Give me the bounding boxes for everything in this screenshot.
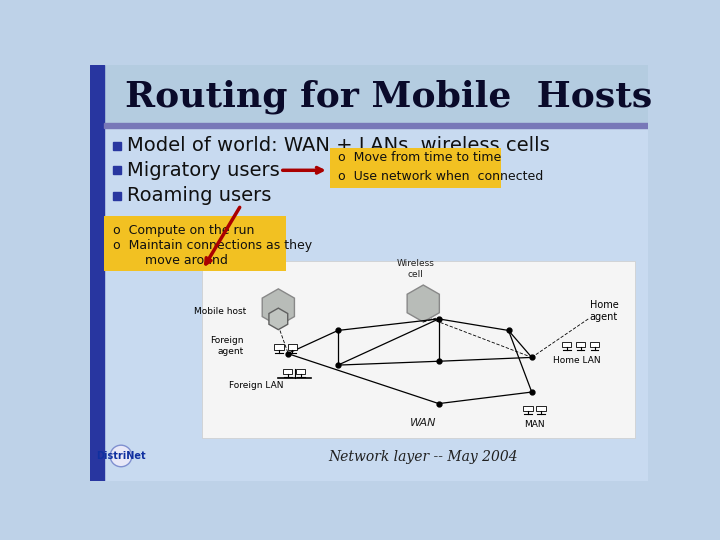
Bar [274, 345, 284, 350]
Bar [113, 166, 121, 174]
Bar [287, 345, 297, 350]
Polygon shape [269, 308, 288, 330]
Bar [562, 342, 571, 347]
Bar [90, 65, 648, 125]
Bar [576, 342, 585, 347]
Text: Wireless
cell: Wireless cell [397, 259, 434, 279]
Text: WAN: WAN [410, 418, 436, 428]
Text: Routing for Mobile  Hosts: Routing for Mobile Hosts [125, 80, 652, 114]
Bar [523, 406, 533, 411]
Bar [90, 65, 104, 481]
Polygon shape [407, 285, 439, 322]
Bar [296, 369, 305, 374]
Bar [104, 123, 648, 128]
Circle shape [110, 445, 132, 467]
Bar [104, 215, 286, 271]
Text: Mobile host: Mobile host [194, 307, 246, 316]
Text: o  Compute on the run: o Compute on the run [113, 224, 255, 237]
Text: Network layer -- May 2004: Network layer -- May 2004 [328, 450, 518, 464]
Text: DistriNet: DistriNet [96, 451, 146, 461]
Text: Roaming users: Roaming users [127, 186, 271, 205]
Bar [202, 261, 635, 438]
Bar [113, 192, 121, 200]
Bar [104, 125, 648, 481]
Text: Migratory users: Migratory users [127, 161, 280, 180]
Text: MAN: MAN [525, 420, 545, 429]
Text: Model of world: WAN + LANs, wireless cells: Model of world: WAN + LANs, wireless cel… [127, 136, 550, 155]
Bar [113, 142, 121, 150]
Text: Foreign
agent: Foreign agent [210, 336, 243, 355]
Bar [283, 369, 292, 374]
Text: Foreign LAN: Foreign LAN [230, 381, 284, 389]
Text: o  Use network when  connected: o Use network when connected [338, 170, 544, 183]
Bar [536, 406, 546, 411]
Bar [590, 342, 599, 347]
Bar [330, 148, 500, 188]
Text: o  Move from time to time: o Move from time to time [338, 151, 501, 164]
Polygon shape [262, 289, 294, 326]
Text: o  Maintain connections as they
        move around: o Maintain connections as they move arou… [113, 239, 312, 267]
Text: Home
agent: Home agent [590, 300, 618, 322]
Text: Home LAN: Home LAN [553, 356, 600, 365]
